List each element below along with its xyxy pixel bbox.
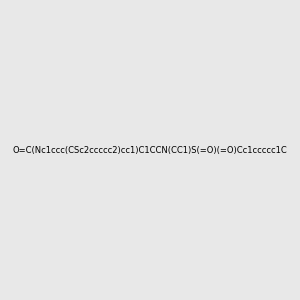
Text: O=C(Nc1ccc(CSc2ccccc2)cc1)C1CCN(CC1)S(=O)(=O)Cc1ccccc1C: O=C(Nc1ccc(CSc2ccccc2)cc1)C1CCN(CC1)S(=O… <box>13 146 287 154</box>
